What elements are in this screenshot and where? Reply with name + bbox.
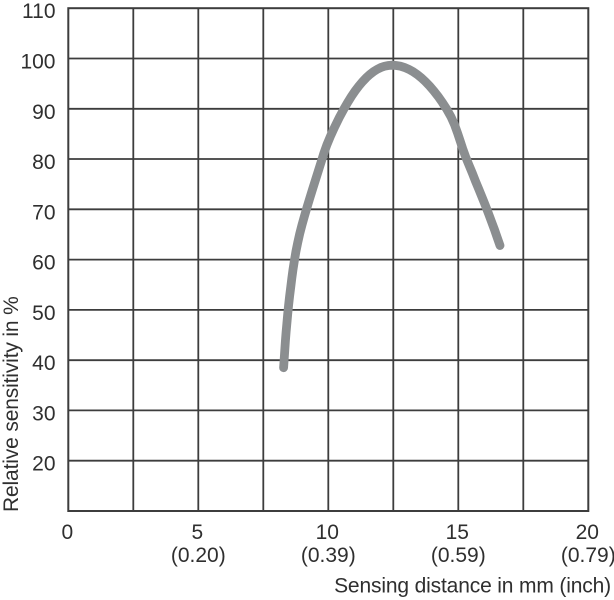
svg-text:Relative sensitivity in %: Relative sensitivity in % (0, 296, 23, 512)
svg-text:60: 60 (32, 252, 55, 275)
svg-text:Sensing distance in mm (inch): Sensing distance in mm (inch) (334, 575, 611, 598)
svg-text:30: 30 (32, 402, 55, 425)
svg-text:(0.59): (0.59) (431, 544, 486, 567)
svg-text:(0.20): (0.20) (171, 544, 226, 567)
svg-text:20: 20 (32, 453, 55, 476)
svg-text:15: 15 (446, 521, 469, 544)
svg-text:0: 0 (61, 521, 73, 544)
svg-text:40: 40 (32, 352, 55, 375)
svg-text:90: 90 (32, 101, 55, 124)
svg-text:5: 5 (191, 521, 203, 544)
svg-text:(0.39): (0.39) (301, 544, 356, 567)
svg-text:100: 100 (20, 51, 55, 74)
svg-text:80: 80 (32, 151, 55, 174)
svg-text:70: 70 (32, 201, 55, 224)
svg-text:20: 20 (576, 521, 599, 544)
svg-text:110: 110 (22, 0, 55, 23)
svg-text:(0.79): (0.79) (561, 544, 614, 567)
svg-text:50: 50 (32, 302, 55, 325)
svg-text:10: 10 (316, 521, 339, 544)
